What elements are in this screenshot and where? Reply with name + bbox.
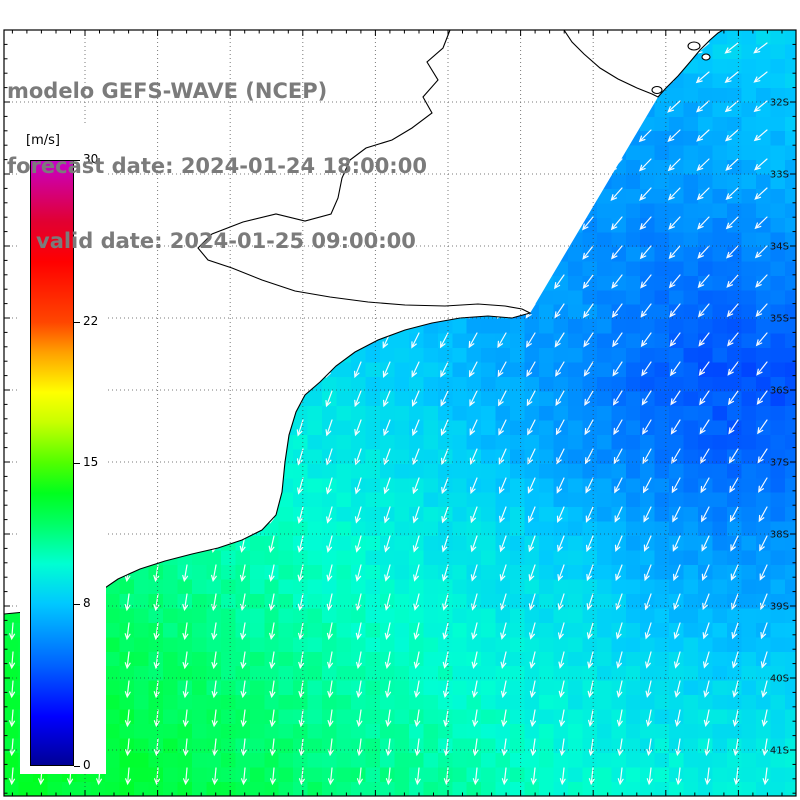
lat-label: 38S — [770, 530, 789, 541]
lat-label: 35S — [770, 314, 789, 325]
lat-label: 40S — [770, 674, 789, 685]
land-layer — [4, 30, 723, 614]
plot-titles: modelo GEFS-WAVE (NCEP) forecast date: 2… — [7, 29, 427, 304]
colorbar-tick — [74, 766, 80, 767]
colorbar-tick-label: 22 — [83, 314, 99, 328]
land-east-estuary — [198, 30, 723, 313]
colorbar-tick — [74, 322, 80, 323]
lat-label: 41S — [770, 746, 789, 757]
island — [701, 53, 711, 61]
colorbar-tick — [74, 160, 80, 161]
land-mainland — [4, 30, 530, 614]
colorbar-tick-label: 30 — [83, 152, 99, 166]
colorbar-tick — [74, 463, 80, 464]
colorbar-gradient — [30, 160, 74, 766]
colorbar-tick-label: 15 — [83, 455, 99, 469]
lat-label: 32S — [770, 98, 789, 109]
model-title: modelo GEFS-WAVE (NCEP) — [7, 79, 328, 103]
island — [687, 41, 701, 51]
lat-label: 37S — [770, 458, 789, 469]
colorbar: [m/s] 30 22 15 8 0 — [20, 124, 106, 774]
colorbar-tick-label: 0 — [83, 758, 91, 772]
valid-date-label: valid date: 2024-01-25 09:00:00 — [36, 229, 416, 253]
map-frame — [3, 29, 797, 797]
coastline-east — [563, 30, 724, 98]
lat-label: 33S — [770, 170, 789, 181]
forecast-date-label: forecast date: 2024-01-24 18:00:00 — [7, 154, 427, 178]
colorbar-tick-label: 8 — [83, 596, 91, 610]
colorbar-unit-label: [m/s] — [26, 133, 60, 148]
colorbar-tick — [74, 604, 80, 605]
lat-label: 36S — [770, 386, 789, 397]
lat-label: 34S — [770, 242, 789, 253]
coastline-west — [4, 30, 532, 615]
grid-lines — [4, 30, 796, 796]
island — [651, 85, 663, 95]
coastline-layer — [4, 30, 724, 615]
lat-label: 39S — [770, 602, 789, 613]
latitude-labels: 32S 33S 34S 35S 36S 37S 38S 39S 40S 41S — [770, 98, 789, 757]
